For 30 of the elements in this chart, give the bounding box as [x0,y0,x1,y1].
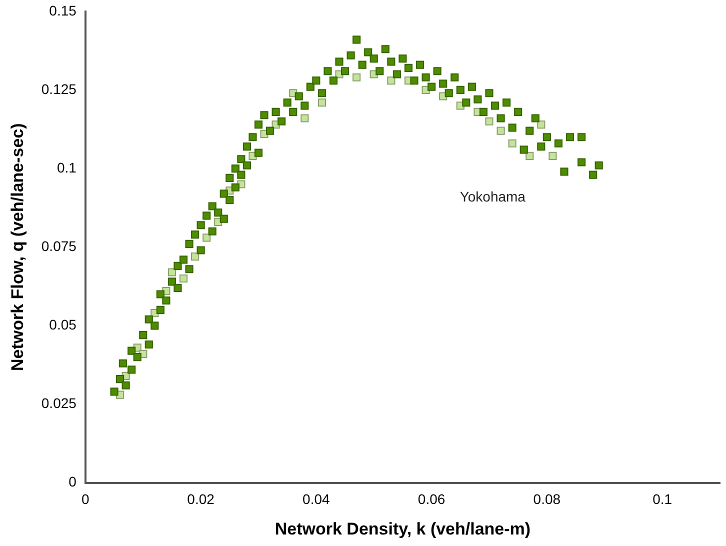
point [537,120,546,129]
point [485,117,494,126]
point [191,252,200,261]
point [387,76,396,85]
y-axis-title: Network Flow, q (veh/lane-sec) [8,123,27,372]
y-tick-label: 0.075 [41,238,77,254]
point [179,274,188,283]
point [318,98,326,107]
point [548,152,557,160]
point [352,73,361,82]
x-tick-label: 0 [82,491,90,508]
y-tick-label: 0.05 [49,316,77,333]
point [526,152,534,160]
y-tick-label: 0.15 [49,2,77,18]
point [496,126,505,135]
point [300,114,309,122]
x-tick-label: 0.08 [533,491,561,508]
x-tick-label: 0.02 [187,491,215,508]
x-tick-label: 0.06 [418,491,446,508]
x-axis-title: Network Density, k (veh/lane-m) [274,519,531,538]
point [202,234,211,242]
y-tick-label: 0.025 [41,395,77,412]
point [508,139,516,148]
x-tick-label: 0.1 [652,491,672,508]
point [168,268,176,276]
y-tick-label: 0.1 [56,159,77,176]
annotation: Yokohama [460,188,526,204]
y-tick-label: 0 [68,474,77,490]
y-tick-label: 0.125 [41,80,77,97]
x-tick-label: 0.04 [302,491,330,508]
